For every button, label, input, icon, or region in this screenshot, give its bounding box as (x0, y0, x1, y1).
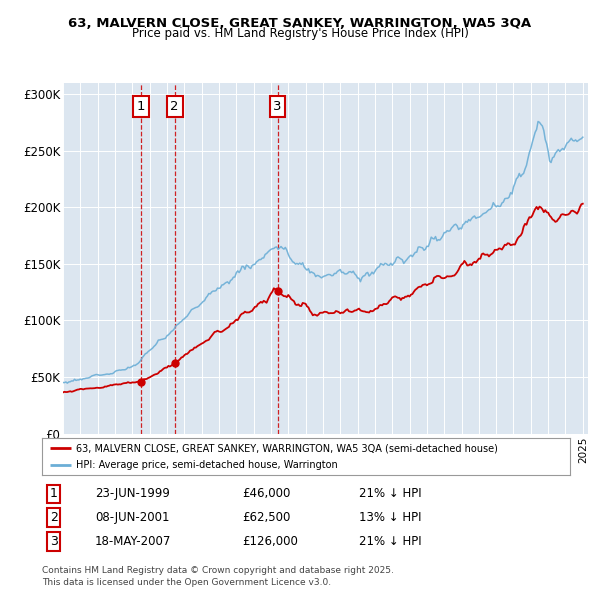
Text: 1: 1 (50, 487, 58, 500)
Text: 3: 3 (50, 535, 58, 548)
Text: 21% ↓ HPI: 21% ↓ HPI (359, 535, 421, 548)
Text: £126,000: £126,000 (242, 535, 299, 548)
Text: 1: 1 (136, 100, 145, 113)
Text: 63, MALVERN CLOSE, GREAT SANKEY, WARRINGTON, WA5 3QA: 63, MALVERN CLOSE, GREAT SANKEY, WARRING… (68, 17, 532, 30)
Text: 63, MALVERN CLOSE, GREAT SANKEY, WARRINGTON, WA5 3QA (semi-detached house): 63, MALVERN CLOSE, GREAT SANKEY, WARRING… (76, 443, 498, 453)
Text: 08-JUN-2001: 08-JUN-2001 (95, 511, 169, 525)
Text: £46,000: £46,000 (242, 487, 291, 500)
Text: HPI: Average price, semi-detached house, Warrington: HPI: Average price, semi-detached house,… (76, 460, 338, 470)
Text: 13% ↓ HPI: 13% ↓ HPI (359, 511, 421, 525)
Text: 21% ↓ HPI: 21% ↓ HPI (359, 487, 421, 500)
Text: £62,500: £62,500 (242, 511, 291, 525)
Text: 3: 3 (273, 100, 282, 113)
Text: 23-JUN-1999: 23-JUN-1999 (95, 487, 170, 500)
Text: 2: 2 (50, 511, 58, 525)
Text: Price paid vs. HM Land Registry's House Price Index (HPI): Price paid vs. HM Land Registry's House … (131, 27, 469, 40)
Text: 2: 2 (170, 100, 179, 113)
Text: Contains HM Land Registry data © Crown copyright and database right 2025.
This d: Contains HM Land Registry data © Crown c… (42, 566, 394, 587)
Text: 18-MAY-2007: 18-MAY-2007 (95, 535, 171, 548)
